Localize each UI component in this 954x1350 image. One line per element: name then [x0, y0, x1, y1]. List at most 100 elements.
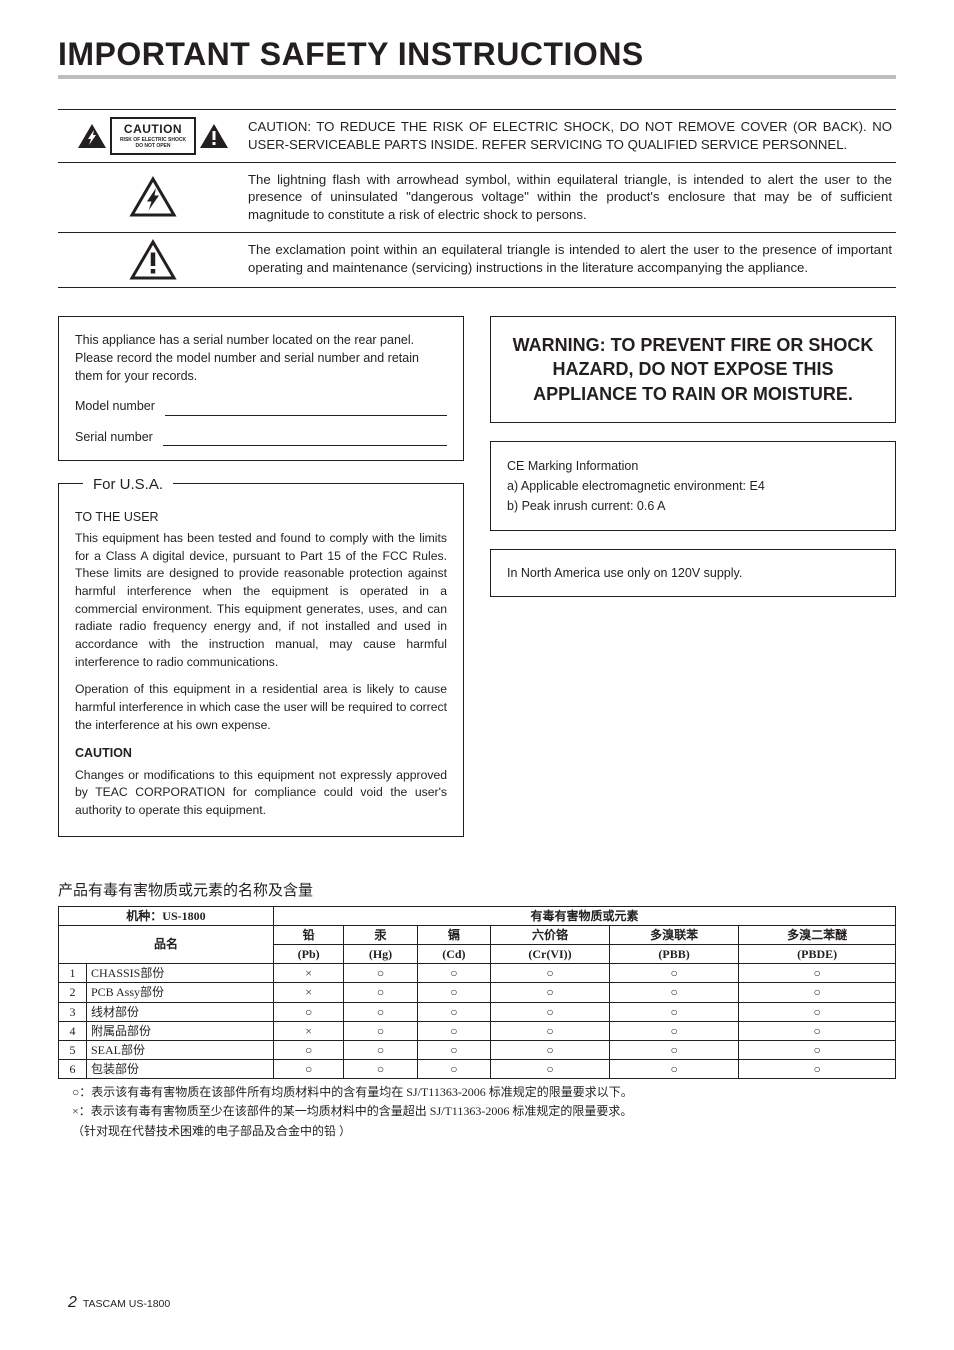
- rohs-row-value: ○: [344, 983, 417, 1002]
- rohs-header-row-1: 机种：US-1800 有毒有害物质或元素: [59, 906, 896, 925]
- rohs-col-2-top: 镉: [417, 925, 490, 944]
- caution-label: CAUTION RISK OF ELECTRIC SHOCK DO NOT OP…: [76, 117, 230, 155]
- rohs-row-value: ○: [417, 1040, 490, 1059]
- rohs-row-index: 3: [59, 1002, 87, 1021]
- rohs-row-value: ○: [609, 964, 738, 983]
- rohs-model-header: 机种：US-1800: [59, 906, 274, 925]
- rohs-col-5-top: 多溴二苯醚: [739, 925, 896, 944]
- usa-paragraph-1: This equipment has been tested and found…: [75, 530, 447, 672]
- rohs-row-value: ○: [491, 1002, 610, 1021]
- rohs-data-row: 4附属品部份×○○○○○: [59, 1021, 896, 1040]
- rohs-row-value: ○: [344, 1060, 417, 1079]
- rohs-row-part-name: 附属品部份: [87, 1021, 274, 1040]
- rohs-row-value: ○: [491, 983, 610, 1002]
- rohs-row-part-name: SEAL部份: [87, 1040, 274, 1059]
- exclaim-triangle-big-icon: [129, 239, 177, 281]
- rohs-row-part-name: 线材部份: [87, 1002, 274, 1021]
- rohs-col-4-top: 多溴联苯: [609, 925, 738, 944]
- rohs-part-header: 品名: [59, 925, 274, 963]
- rohs-row-index: 6: [59, 1060, 87, 1079]
- rohs-row-value: ○: [417, 1060, 490, 1079]
- warning-box: WARNING: TO PREVENT FIRE OR SHOCK HAZARD…: [490, 316, 896, 423]
- exclaim-cell: [58, 233, 248, 287]
- two-column-region: This appliance has a serial number locat…: [58, 316, 896, 837]
- title-bar: IMPORTANT SAFETY INSTRUCTIONS: [58, 36, 896, 79]
- for-usa-box: For U.S.A. TO THE USER This equipment ha…: [58, 483, 464, 837]
- caution-small-text-2: DO NOT OPEN: [120, 144, 186, 149]
- rohs-row-value: ○: [417, 983, 490, 1002]
- caution-big-text: CAUTION: [124, 122, 182, 136]
- rohs-note-2: ×：表示该有毒有害物质至少在该部件的某一均质材料中的含量超出 SJ/T11363…: [72, 1102, 896, 1121]
- rohs-row-value: ○: [609, 1002, 738, 1021]
- rohs-row-part-name: PCB Assy部份: [87, 983, 274, 1002]
- rohs-title: 产品有毒有害物质或元素的名称及含量: [58, 879, 896, 900]
- rohs-row-value: ○: [417, 1002, 490, 1021]
- rohs-row-value: ○: [491, 1021, 610, 1040]
- rohs-row-value: ○: [739, 1021, 896, 1040]
- rohs-row-value: ○: [739, 964, 896, 983]
- exclaim-text: The exclamation point within an equilate…: [248, 233, 896, 287]
- rohs-row-value: ○: [273, 1060, 343, 1079]
- serial-number-line: Serial number: [75, 428, 447, 446]
- rohs-row-value: ○: [739, 1060, 896, 1079]
- right-column: WARNING: TO PREVENT FIRE OR SHOCK HAZARD…: [490, 316, 896, 837]
- serial-box-text: This appliance has a serial number locat…: [75, 331, 447, 385]
- usa-caution-head: CAUTION: [75, 744, 447, 762]
- rohs-row-value: ○: [273, 1002, 343, 1021]
- page-title: IMPORTANT SAFETY INSTRUCTIONS: [58, 36, 896, 73]
- rohs-col-0-bot: (Pb): [273, 944, 343, 963]
- rohs-section: 产品有毒有害物质或元素的名称及含量 机种：US-1800 有毒有害物质或元素 品…: [58, 879, 896, 1141]
- ce-marking-box: CE Marking Information a) Applicable ele…: [490, 441, 896, 531]
- rohs-row-value: ×: [273, 964, 343, 983]
- rohs-row-value: ○: [739, 983, 896, 1002]
- rohs-row-value: ○: [344, 964, 417, 983]
- serial-number-box: This appliance has a serial number locat…: [58, 316, 464, 461]
- rohs-row-value: ○: [609, 1021, 738, 1040]
- rohs-row-value: ○: [491, 1060, 610, 1079]
- lightning-triangle-big-icon: [129, 176, 177, 218]
- rohs-row-value: ×: [273, 1021, 343, 1040]
- rohs-table: 机种：US-1800 有毒有害物质或元素 品名 铅 汞 镉 六价铬 多溴联苯 多…: [58, 906, 896, 1080]
- model-number-blank: [165, 402, 447, 416]
- north-america-box: In North America use only on 120V supply…: [490, 549, 896, 597]
- rohs-data-row: 5SEAL部份○○○○○○: [59, 1040, 896, 1059]
- rohs-row-value: ○: [491, 964, 610, 983]
- rohs-col-0-top: 铅: [273, 925, 343, 944]
- ce-item-a: a) Applicable electromagnetic environmen…: [507, 476, 879, 496]
- rohs-row-index: 1: [59, 964, 87, 983]
- rohs-row-value: ×: [273, 983, 343, 1002]
- rohs-col-5-bot: (PBDE): [739, 944, 896, 963]
- rohs-data-row: 1CHASSIS部份×○○○○○: [59, 964, 896, 983]
- rohs-col-4-bot: (PBB): [609, 944, 738, 963]
- usa-paragraph-3: Changes or modifications to this equipme…: [75, 767, 447, 820]
- usa-paragraph-2: Operation of this equipment in a residen…: [75, 681, 447, 734]
- rohs-col-1-top: 汞: [344, 925, 417, 944]
- rohs-col-1-bot: (Hg): [344, 944, 417, 963]
- rohs-row-value: ○: [739, 1040, 896, 1059]
- rohs-data-row: 2PCB Assy部份×○○○○○: [59, 983, 896, 1002]
- left-column: This appliance has a serial number locat…: [58, 316, 464, 837]
- caution-box: CAUTION RISK OF ELECTRIC SHOCK DO NOT OP…: [110, 117, 196, 155]
- rohs-col-2-bot: (Cd): [417, 944, 490, 963]
- rohs-row-part-name: 包装部份: [87, 1060, 274, 1079]
- symbol-row-exclaim: The exclamation point within an equilate…: [58, 233, 896, 287]
- rohs-row-value: ○: [739, 1002, 896, 1021]
- page-number: 2: [68, 1294, 77, 1312]
- rohs-note-3: （针对现在代替技术困难的电子部品及合金中的铅 ）: [72, 1122, 896, 1141]
- serial-number-blank: [163, 432, 447, 446]
- exclaim-triangle-icon: [198, 122, 230, 150]
- lightning-cell: [58, 163, 248, 232]
- to-the-user-head: TO THE USER: [75, 508, 447, 526]
- rohs-note-1: ○：表示该有毒有害物质在该部件所有均质材料中的含有量均在 SJ/T11363-2…: [72, 1083, 896, 1102]
- rohs-row-value: ○: [609, 983, 738, 1002]
- rohs-row-part-name: CHASSIS部份: [87, 964, 274, 983]
- footer-product: TASCAM US-1800: [83, 1298, 170, 1310]
- rohs-row-value: ○: [344, 1040, 417, 1059]
- rohs-substances-header: 有毒有害物质或元素: [273, 906, 895, 925]
- caution-label-cell: CAUTION RISK OF ELECTRIC SHOCK DO NOT OP…: [58, 110, 248, 162]
- serial-number-label: Serial number: [75, 428, 153, 446]
- rohs-row-value: ○: [417, 964, 490, 983]
- rohs-header-row-2: 品名 铅 汞 镉 六价铬 多溴联苯 多溴二苯醚: [59, 925, 896, 944]
- rohs-row-index: 4: [59, 1021, 87, 1040]
- caution-text: CAUTION: TO REDUCE THE RISK OF ELECTRIC …: [248, 110, 896, 162]
